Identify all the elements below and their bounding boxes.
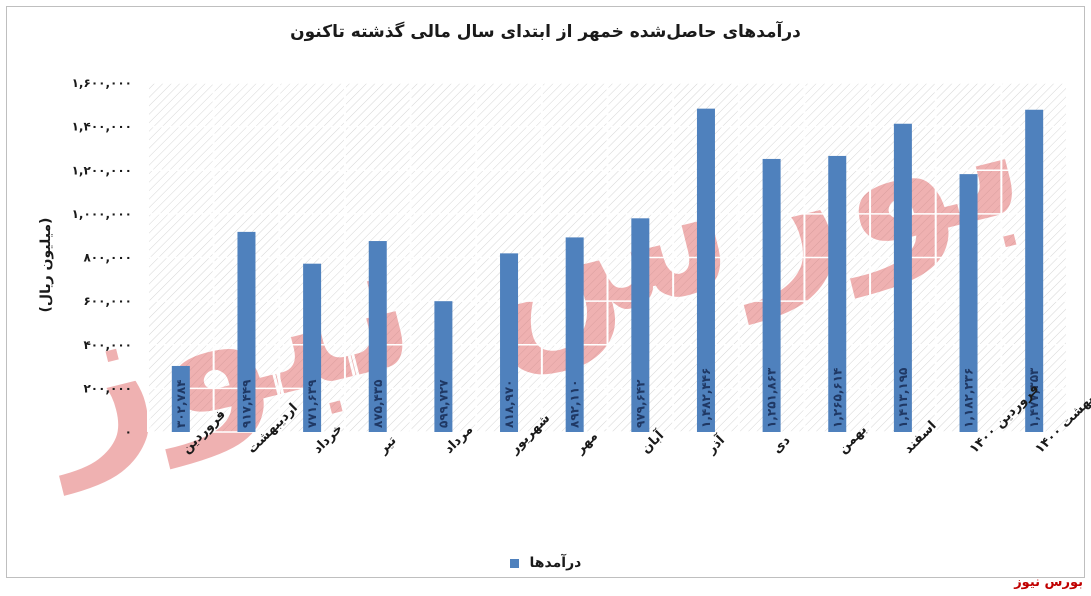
bar	[762, 158, 781, 432]
bar	[434, 301, 453, 432]
y-tick-label: ۸۰۰,۰۰۰	[83, 251, 132, 265]
data-label: ۱,۲۶۵,۶۱۴	[830, 368, 844, 428]
data-label: ۳۰۲,۷۸۴	[174, 379, 188, 428]
bar	[368, 241, 387, 432]
data-label: ۱,۴۸۲,۴۴۶	[699, 368, 713, 428]
bar	[303, 263, 322, 432]
bar	[171, 365, 190, 432]
bar	[565, 237, 584, 432]
data-label: ۸۷۵,۴۳۵	[371, 379, 385, 428]
y-tick-label: ۱,۶۰۰,۰۰۰	[72, 76, 132, 90]
brand-label: بورس نیوز	[1014, 575, 1083, 590]
data-label: ۹۱۷,۴۴۹	[239, 379, 253, 428]
x-tick-label: آذر	[702, 431, 728, 457]
bar	[828, 155, 847, 433]
data-label: ۱,۱۸۲,۲۳۶	[962, 368, 976, 428]
y-tick-label: ۶۰۰,۰۰۰	[83, 294, 132, 308]
x-tick-label: دی	[770, 433, 794, 457]
data-label: ۱,۲۵۱,۸۶۳	[765, 367, 779, 428]
y-tick-label: ۴۰۰,۰۰۰	[83, 338, 132, 352]
y-tick-label: ۱,۰۰۰,۰۰۰	[72, 207, 132, 221]
data-label: ۸۹۲,۱۱۰	[568, 379, 582, 428]
y-axis-label: (میلیون ریال)	[38, 218, 54, 313]
bar	[1025, 109, 1044, 432]
x-tick-label: مهر	[572, 429, 601, 458]
bar	[631, 218, 650, 432]
bar	[893, 123, 912, 433]
data-label: ۱,۴۷۷,۳۵۳	[1027, 367, 1041, 428]
y-tick-label: ۱,۲۰۰,۰۰۰	[72, 163, 132, 177]
bar	[959, 174, 978, 433]
bar	[696, 108, 715, 432]
legend: درآمدها	[0, 555, 1091, 571]
chart-title: درآمدهای حاصل‌شده خمهر از ابتدای سال مال…	[290, 22, 801, 42]
bar	[500, 253, 519, 432]
data-label: ۹۷۹,۶۴۲	[633, 379, 647, 428]
data-label: ۸۱۸,۹۷۰	[502, 379, 516, 428]
y-tick-label: ۰	[125, 425, 132, 439]
x-tick-label: تیر	[375, 433, 399, 457]
legend-label: درآمدها	[529, 555, 582, 571]
y-tick-label: ۱,۴۰۰,۰۰۰	[72, 120, 132, 134]
y-tick-label: ۲۰۰,۰۰۰	[83, 381, 132, 395]
data-label: ۱,۴۱۳,۱۹۵	[896, 368, 910, 428]
data-label: ۷۷۱,۶۳۹	[305, 379, 319, 428]
data-label: ۵۹۹,۷۲۷	[436, 379, 450, 428]
legend-swatch	[509, 558, 519, 568]
bar	[237, 231, 256, 432]
